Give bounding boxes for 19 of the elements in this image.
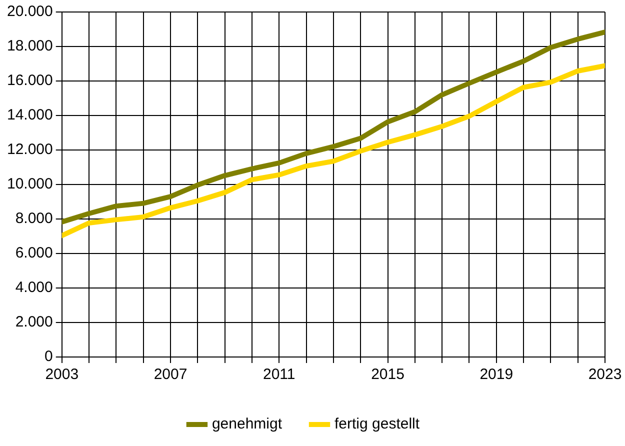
y-tick-label: 18.000 [6,38,53,55]
y-tick-label: 4.000 [15,279,53,296]
y-tick-label: 6.000 [15,244,53,262]
x-tick-label: 2007 [154,366,188,384]
x-tick-label: 2015 [371,366,404,384]
x-tick-label: 2019 [480,366,514,384]
y-tick-label: 0 [44,348,53,366]
y-tick-label: 10.000 [6,176,53,193]
legend-label: genehmigt [212,416,283,433]
legend-label: fertig gestellt [334,416,420,433]
y-tick-label: 16.000 [6,72,53,90]
y-tick-label: 12.000 [6,141,53,158]
y-tick-label: 2.000 [15,314,53,331]
x-tick-label: 2003 [45,366,79,384]
x-tick-label: 2011 [262,366,296,384]
y-tick-label: 14.000 [6,106,53,124]
y-tick-label: 20.000 [6,3,53,20]
x-tick-label: 2023 [588,366,622,384]
y-tick-label: 8.000 [15,210,53,228]
